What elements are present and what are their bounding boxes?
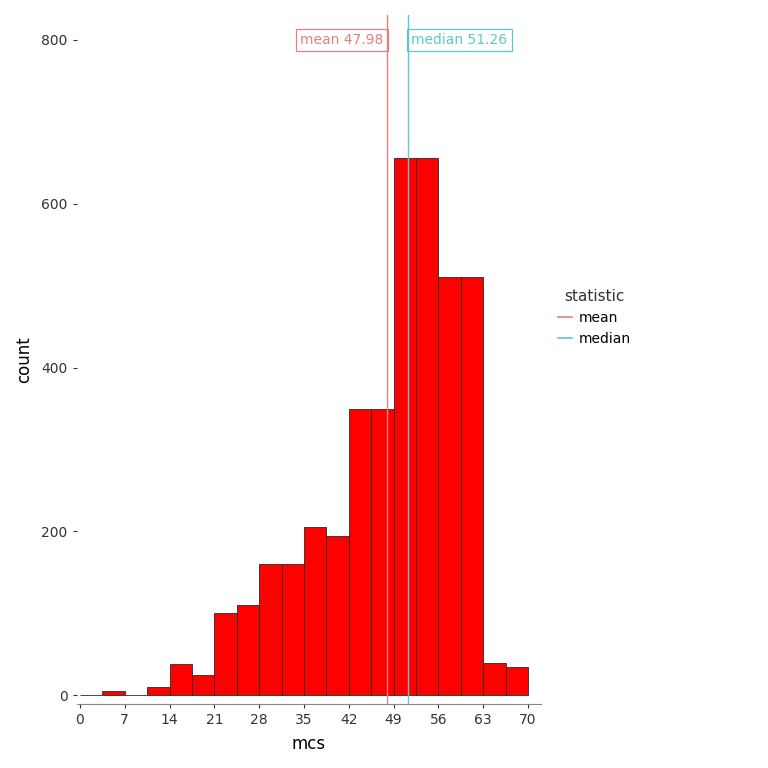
Bar	[102, 690, 124, 696]
X-axis label: mcs: mcs	[292, 735, 326, 753]
Bar	[147, 687, 170, 696]
Bar	[214, 614, 237, 696]
Bar	[416, 158, 439, 696]
Bar	[170, 664, 192, 696]
Bar	[80, 694, 102, 696]
Bar	[304, 528, 326, 696]
Bar	[259, 564, 282, 696]
Bar	[505, 667, 528, 696]
Legend: mean, median: mean, median	[552, 283, 637, 352]
Text: mean 47.98: mean 47.98	[300, 33, 384, 47]
Y-axis label: count: count	[15, 336, 33, 382]
Bar	[371, 409, 394, 696]
Bar	[237, 605, 259, 696]
Text: median 51.26: median 51.26	[412, 33, 508, 47]
Bar	[394, 158, 416, 696]
Bar	[282, 564, 304, 696]
Bar	[326, 535, 349, 696]
Bar	[461, 277, 483, 696]
Bar	[439, 277, 461, 696]
Bar	[192, 675, 214, 696]
Bar	[349, 409, 371, 696]
Bar	[483, 663, 505, 696]
